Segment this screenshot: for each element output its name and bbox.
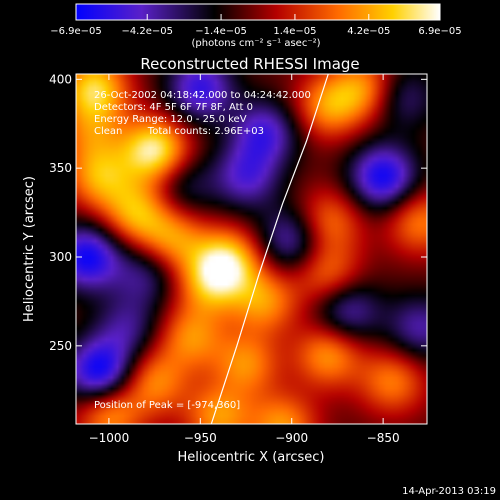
peak-position-label: Position of Peak = [-974,360] <box>94 400 240 411</box>
y-tick-label: 250 <box>49 339 72 353</box>
colorbar-tick-label: −4.2e−05 <box>121 26 173 37</box>
x-tick-label: −1000 <box>89 431 130 445</box>
footer-timestamp: 14-Apr-2013 03:19 <box>402 486 496 497</box>
y-axis-ticks: 250 300 350 400 <box>49 72 427 353</box>
colorbar-tick-label: 6.9e−05 <box>418 26 461 37</box>
y-axis-label: Heliocentric Y (arcsec) <box>22 176 37 322</box>
plot-frame <box>75 73 428 425</box>
heatmap-image <box>76 74 427 424</box>
annotation-line: 26-Oct-2002 04:18:42.000 to 04:24:42.000 <box>94 90 311 101</box>
annotations: 26-Oct-2002 04:18:42.000 to 04:24:42.000… <box>94 90 311 137</box>
colorbar-tick-label: 1.4e−05 <box>273 26 316 37</box>
colorbar-tick-label: −6.9e−05 <box>50 26 102 37</box>
colorbar <box>75 3 441 21</box>
colorbar-unit-label: (photons cm⁻² s⁻¹ asec⁻²) <box>191 38 320 49</box>
x-tick-label: −900 <box>275 431 308 445</box>
chart-title: Reconstructed RHESSI Image <box>140 55 359 73</box>
annotation-line: Energy Range: 12.0 - 25.0 keV <box>94 114 247 125</box>
x-tick-label: −850 <box>367 431 400 445</box>
colorbar-tick-label: −1.4e−05 <box>195 26 247 37</box>
colorbar-ticks: −6.9e−05 −4.2e−05 −1.4e−05 1.4e−05 4.2e−05 6.… <box>50 14 462 37</box>
x-axis-ticks: −1000 −950 −900 −850 <box>89 74 400 445</box>
colorbar-tick-label: 4.2e−05 <box>347 26 390 37</box>
annotation-line: Detectors: 4F 5F 6F 7F 8F, Att 0 <box>94 102 253 113</box>
x-tick-label: −950 <box>184 431 217 445</box>
y-tick-label: 400 <box>49 72 72 86</box>
solar-limb-curve <box>210 74 329 424</box>
annotation-line: Clean Total counts: 2.96E+03 <box>94 126 264 137</box>
x-axis-label: Heliocentric X (arcsec) <box>178 450 325 465</box>
y-tick-label: 350 <box>49 161 72 175</box>
y-tick-label: 300 <box>49 250 72 264</box>
